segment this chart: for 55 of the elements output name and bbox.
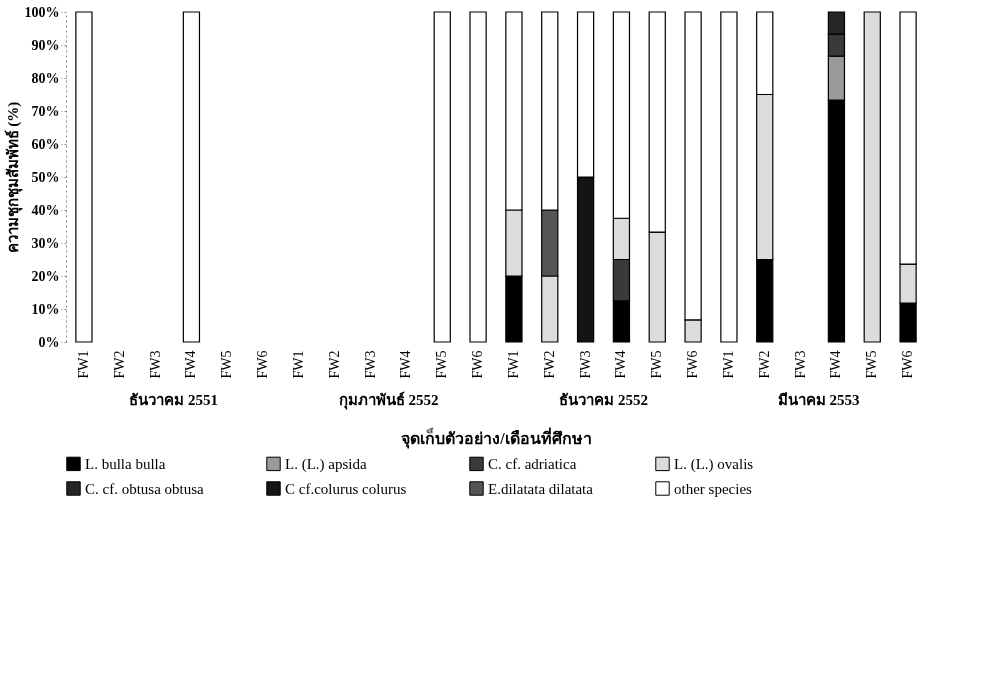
legend-label: L. (L.) ovalis bbox=[674, 455, 754, 473]
x-tick-label: FW2 bbox=[756, 350, 772, 379]
x-tick-label: FW6 bbox=[470, 350, 486, 379]
x-axis-title: จุดเก็บตัวอย่าง/เดือนที่ศึกษา bbox=[401, 426, 592, 449]
bar bbox=[433, 11, 451, 343]
y-tick-label: 30% bbox=[31, 235, 60, 251]
legend-label: C. cf. obtusa obtusa bbox=[85, 480, 205, 497]
x-tick-label: FW2 bbox=[111, 350, 127, 379]
text: ธันวาคม 2551 bbox=[129, 392, 218, 408]
x-tick-label: FW2 bbox=[541, 350, 557, 379]
text: ธันวาคม 2552 bbox=[559, 392, 648, 408]
y-tick-label: 70% bbox=[31, 103, 60, 119]
x-tick-label: FW4 bbox=[183, 350, 199, 379]
x-tick-label: FW2 bbox=[326, 350, 342, 379]
y-tick-label: 90% bbox=[31, 37, 60, 53]
bar bbox=[863, 11, 881, 343]
legend-label: C. cf. adriatica bbox=[488, 455, 577, 472]
x-tick-label: FW4 bbox=[398, 350, 414, 379]
x-tick-label: FW6 bbox=[685, 350, 701, 379]
bar bbox=[720, 11, 738, 343]
y-tick-label: 60% bbox=[31, 136, 60, 152]
x-tick-label: FW5 bbox=[434, 350, 450, 379]
x-tick-label: FW4 bbox=[613, 350, 629, 379]
x-tick-label: FW1 bbox=[290, 350, 306, 379]
text: มีนาคม 2553 bbox=[777, 392, 860, 408]
x-tick-label: FW5 bbox=[219, 350, 235, 379]
y-axis-title: ความชุกชุมสัมพัทธ์ (%) bbox=[3, 101, 23, 254]
y-tick-label: 10% bbox=[31, 301, 60, 317]
y-tick-label: 80% bbox=[31, 70, 60, 86]
x-tick-label: FW3 bbox=[792, 350, 808, 379]
x-tick-label: FW6 bbox=[255, 350, 271, 379]
y-tick-label: 40% bbox=[31, 202, 60, 218]
legend-label: E.dilatata dilatata bbox=[488, 480, 594, 497]
x-tick-label: FW3 bbox=[362, 350, 378, 379]
y-tick-label: 20% bbox=[31, 268, 60, 284]
x-tick-label: FW5 bbox=[649, 350, 665, 379]
x-tick-label: FW6 bbox=[900, 350, 916, 379]
x-tick-label: FW3 bbox=[577, 350, 593, 379]
y-tick-label: 100% bbox=[24, 4, 60, 20]
legend-label: other species bbox=[674, 480, 753, 497]
bar bbox=[469, 11, 487, 343]
legend-label: L. bulla bulla bbox=[85, 455, 166, 472]
legend-label: C cf.colurus colurus bbox=[285, 480, 407, 497]
x-tick-label: FW3 bbox=[147, 350, 163, 379]
bar bbox=[75, 11, 93, 343]
x-tick-label: FW1 bbox=[505, 350, 521, 379]
y-tick-label: 0% bbox=[38, 334, 60, 350]
bar bbox=[182, 11, 201, 343]
text: กุมภาพันธ์ 2552 bbox=[338, 391, 439, 410]
x-tick-label: FW1 bbox=[720, 350, 736, 379]
y-tick-label: 50% bbox=[31, 169, 60, 185]
x-tick-label: FW5 bbox=[864, 350, 880, 379]
legend-label: L. (L.) apsida bbox=[285, 455, 367, 473]
x-tick-label: FW1 bbox=[75, 350, 91, 379]
x-tick-label: FW4 bbox=[828, 350, 844, 379]
